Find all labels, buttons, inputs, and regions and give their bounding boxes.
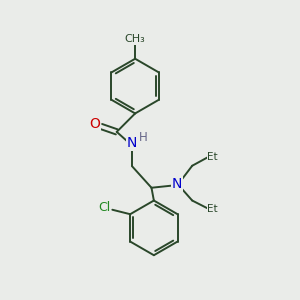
- Text: N: N: [127, 136, 137, 150]
- Text: O: O: [89, 117, 100, 131]
- Text: Cl: Cl: [98, 201, 110, 214]
- Text: Et: Et: [207, 152, 218, 162]
- Text: N: N: [172, 177, 182, 191]
- Text: CH₃: CH₃: [125, 34, 146, 44]
- Text: H: H: [139, 131, 148, 144]
- Text: Et: Et: [207, 204, 218, 214]
